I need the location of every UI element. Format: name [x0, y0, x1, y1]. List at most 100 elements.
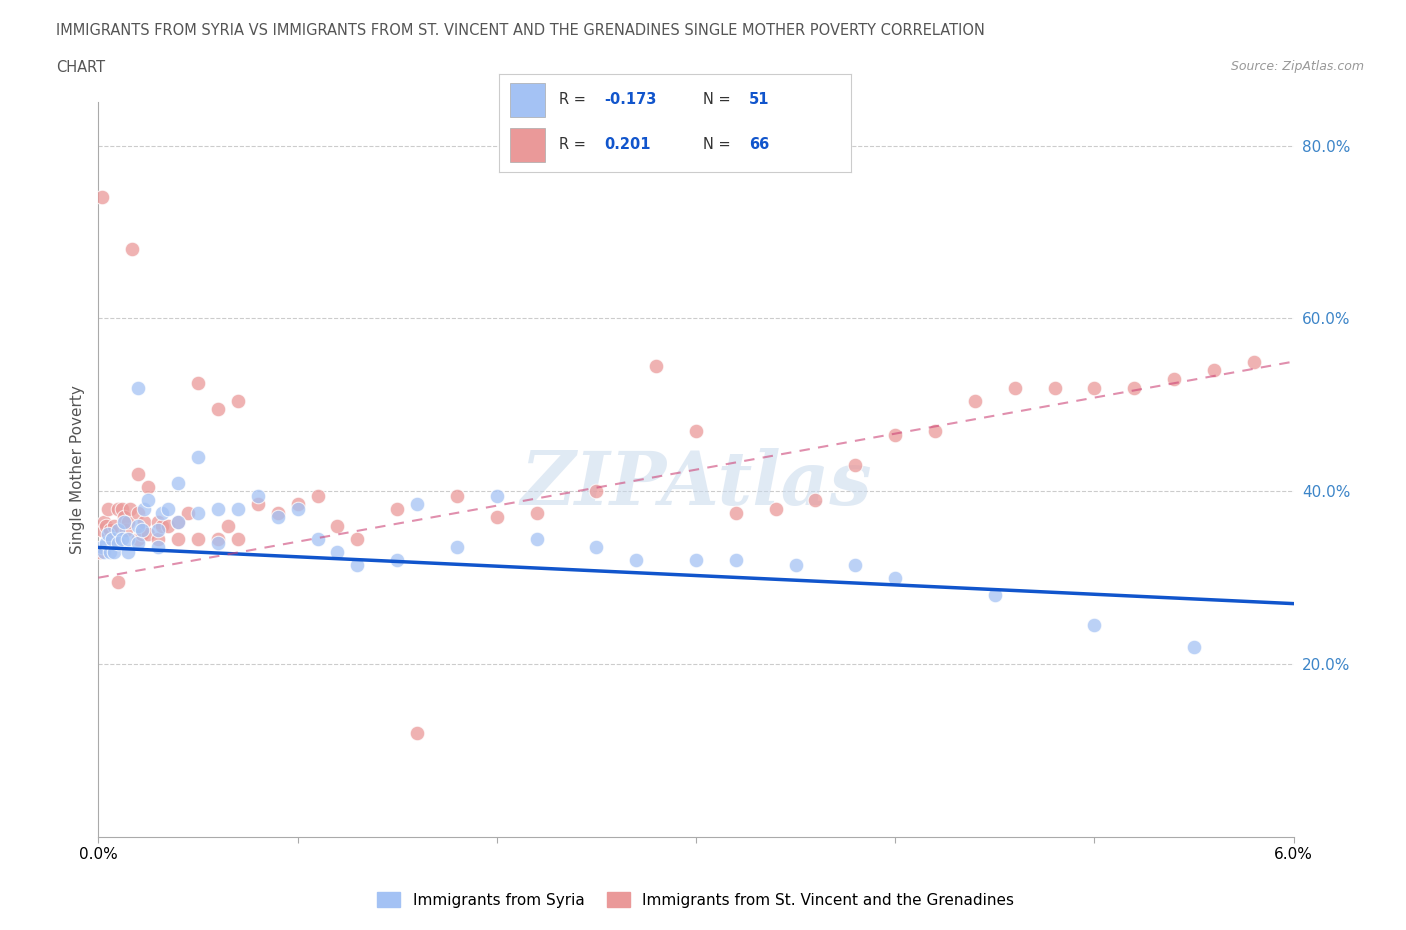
Point [724, 553, 747, 568]
FancyBboxPatch shape [510, 128, 546, 163]
Point [207, 536, 229, 551]
Point [91, 190, 114, 205]
Point [117, 544, 139, 559]
Text: CHART: CHART [56, 60, 105, 75]
Point [226, 531, 249, 546]
Point [685, 553, 707, 568]
Point [1083, 380, 1105, 395]
Point [97, 527, 120, 542]
Text: 66: 66 [748, 138, 769, 153]
Point [167, 531, 190, 546]
Point [93, 514, 115, 529]
Point [167, 475, 190, 490]
Point [884, 570, 907, 585]
Point [121, 242, 143, 257]
Point [226, 393, 249, 408]
Point [307, 531, 329, 546]
Point [148, 514, 170, 529]
Point [148, 523, 170, 538]
Text: IMMIGRANTS FROM SYRIA VS IMMIGRANTS FROM ST. VINCENT AND THE GRENADINES SINGLE M: IMMIGRANTS FROM SYRIA VS IMMIGRANTS FROM… [56, 23, 986, 38]
Point [207, 402, 229, 417]
Point [131, 527, 153, 542]
Point [526, 505, 548, 520]
Point [1004, 380, 1026, 395]
Point [446, 488, 468, 503]
Point [485, 510, 508, 525]
Point [326, 518, 349, 533]
Point [804, 493, 827, 508]
Point [187, 449, 209, 464]
Point [1243, 354, 1265, 369]
Point [1043, 380, 1066, 395]
Point [346, 557, 368, 572]
Point [107, 501, 129, 516]
Point [97, 501, 120, 516]
Text: 51: 51 [748, 92, 769, 107]
Point [1083, 618, 1105, 632]
Point [267, 510, 290, 525]
Point [924, 423, 946, 438]
Point [207, 531, 229, 546]
Point [984, 588, 1007, 603]
Text: N =: N = [703, 138, 735, 153]
Point [148, 540, 170, 555]
Point [127, 505, 149, 520]
Point [785, 557, 807, 572]
Point [103, 544, 125, 559]
Point [98, 544, 122, 559]
Point [127, 531, 149, 546]
Point [167, 514, 190, 529]
Point [585, 484, 607, 498]
Point [884, 428, 907, 443]
Point [96, 518, 118, 533]
Point [157, 501, 180, 516]
Point [134, 501, 156, 516]
Legend: Immigrants from Syria, Immigrants from St. Vincent and the Grenadines: Immigrants from Syria, Immigrants from S… [371, 885, 1021, 914]
Point [93, 544, 115, 559]
Point [89, 544, 111, 559]
Text: R =: R = [560, 92, 591, 107]
Point [150, 505, 173, 520]
Point [1202, 363, 1225, 378]
Point [765, 501, 787, 516]
Point [101, 531, 124, 546]
Point [98, 523, 122, 538]
Point [131, 523, 153, 538]
Point [96, 536, 118, 551]
Point [187, 505, 209, 520]
Point [111, 501, 134, 516]
Text: 0.201: 0.201 [605, 138, 651, 153]
Point [134, 514, 156, 529]
Point [167, 514, 190, 529]
Point [111, 531, 134, 546]
Point [136, 493, 159, 508]
Text: ZIPAtlas: ZIPAtlas [520, 448, 872, 521]
Text: Source: ZipAtlas.com: Source: ZipAtlas.com [1230, 60, 1364, 73]
Point [685, 423, 707, 438]
Point [1123, 380, 1146, 395]
Point [177, 505, 200, 520]
Point [187, 531, 209, 546]
Point [136, 527, 159, 542]
Point [120, 501, 142, 516]
Point [226, 501, 249, 516]
Text: R =: R = [560, 138, 591, 153]
Text: -0.173: -0.173 [605, 92, 657, 107]
Point [246, 488, 269, 503]
Point [136, 480, 159, 495]
Point [844, 458, 866, 472]
Point [112, 510, 135, 525]
FancyBboxPatch shape [510, 83, 546, 117]
Y-axis label: Single Mother Poverty: Single Mother Poverty [70, 385, 86, 554]
Point [117, 514, 139, 529]
Point [207, 501, 229, 516]
Point [307, 488, 329, 503]
Point [117, 531, 139, 546]
Point [217, 518, 239, 533]
Point [626, 553, 648, 568]
Point [127, 380, 149, 395]
Point [91, 540, 114, 555]
Point [406, 497, 429, 512]
Point [385, 553, 409, 568]
Text: N =: N = [703, 92, 735, 107]
